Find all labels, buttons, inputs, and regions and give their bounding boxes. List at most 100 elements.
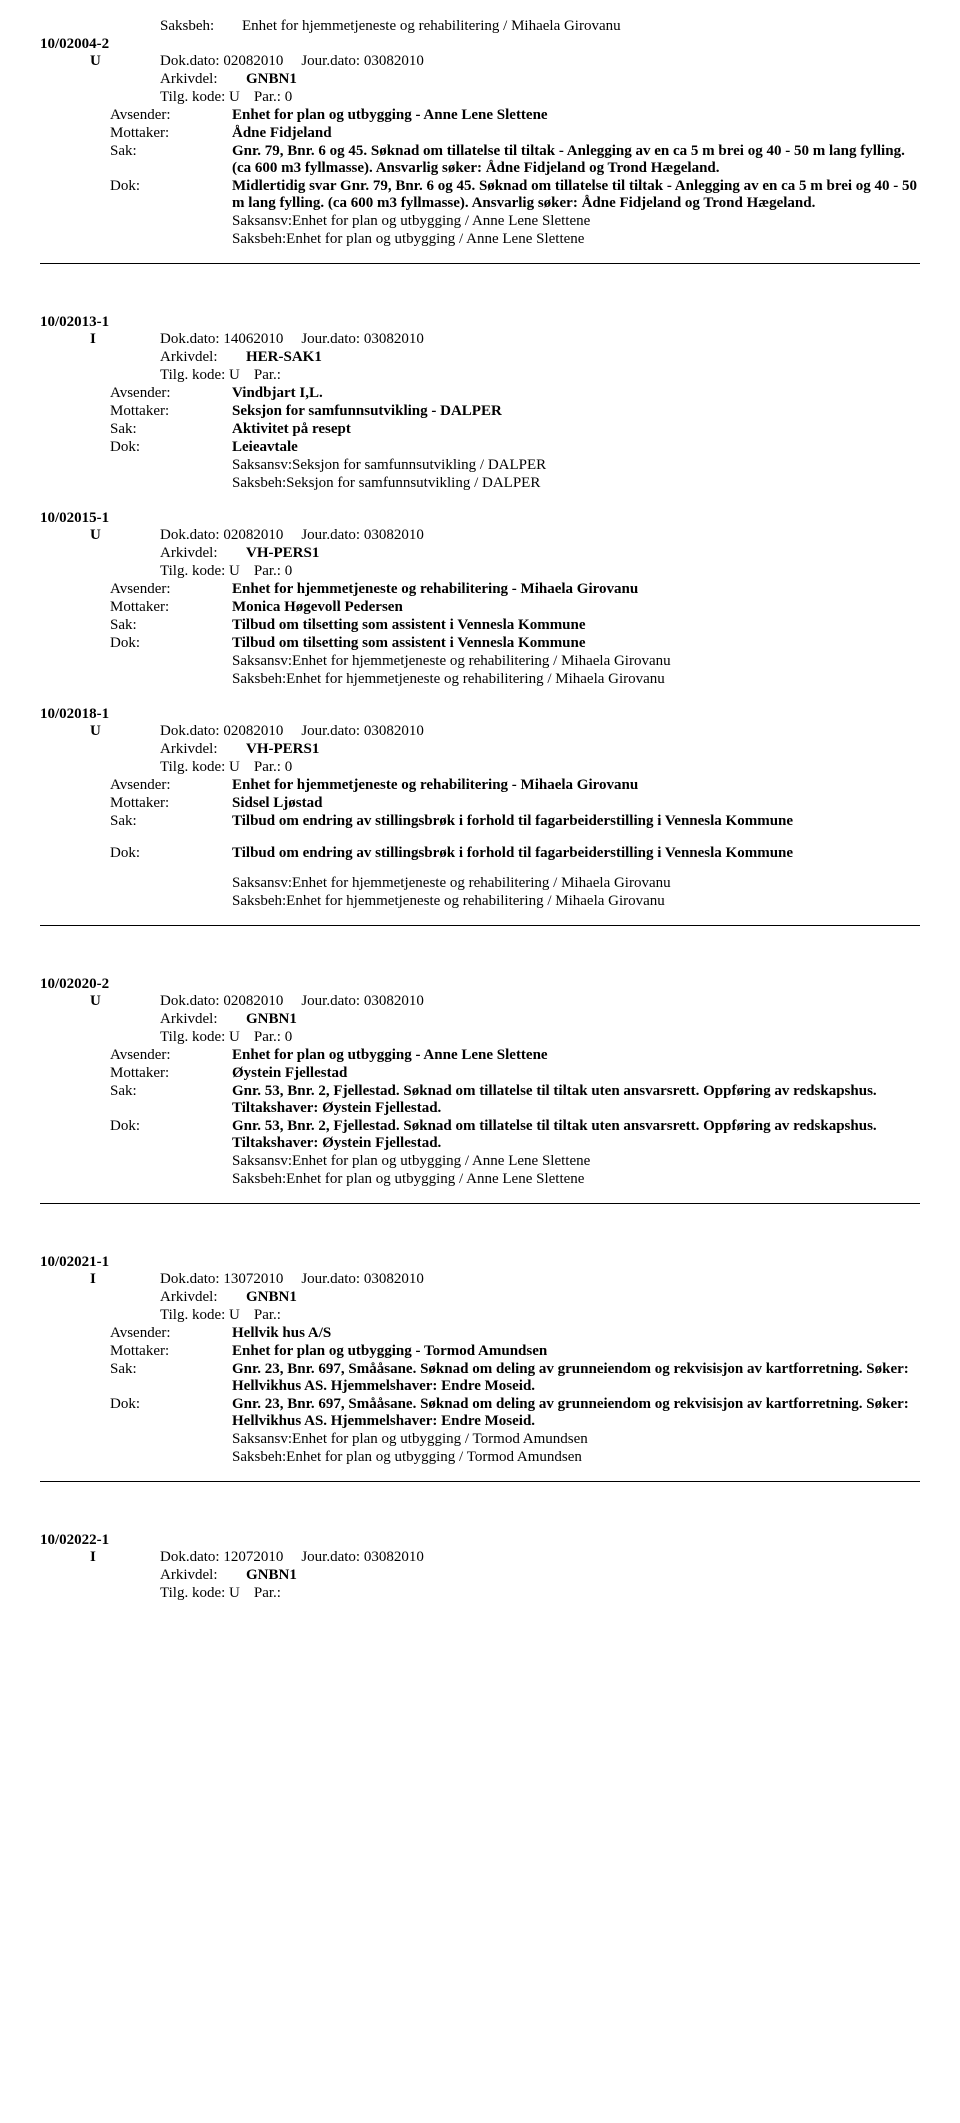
mottaker-label: Mottaker:: [110, 403, 232, 420]
par-label: Par.:: [254, 563, 285, 579]
par-value: 0: [285, 759, 293, 775]
arkivdel-label: Arkivdel:: [160, 1011, 246, 1028]
sak-label: Sak:: [110, 143, 232, 177]
case-id: 10/02022-1: [40, 1532, 920, 1549]
sak-value: Gnr. 23, Bnr. 697, Smååsane. Søknad om d…: [232, 1361, 920, 1395]
saksbeh-value: Enhet for plan og utbygging / Anne Lene …: [286, 1171, 584, 1188]
par-label: Par.:: [254, 1307, 281, 1323]
mottaker-value: Øystein Fjellestad: [232, 1065, 920, 1082]
avsender-value: Enhet for plan og utbygging - Anne Lene …: [232, 107, 920, 124]
jourdato-value: 03082010: [364, 993, 424, 1009]
tilgkode-label: Tilg. kode:: [160, 1585, 229, 1601]
doc-leader: I: [40, 1549, 160, 1566]
case-id: 10/02020-2: [40, 976, 920, 993]
arkivdel-label: Arkivdel:: [160, 1289, 246, 1306]
jourdato-value: 03082010: [364, 527, 424, 543]
jourdato-value: 03082010: [364, 53, 424, 69]
jourdato-value: 03082010: [364, 1271, 424, 1287]
avsender-label: Avsender:: [110, 107, 232, 124]
arkivdel-label: Arkivdel:: [160, 545, 246, 562]
jourdato-value: 03082010: [364, 723, 424, 739]
jourdato-label: Jour.dato:: [301, 1549, 360, 1565]
saksansv-label: Saksansv:: [232, 457, 292, 474]
sak-value: Gnr. 79, Bnr. 6 og 45. Søknad om tillate…: [232, 143, 920, 177]
dok-value: Gnr. 23, Bnr. 697, Smååsane. Søknad om d…: [232, 1396, 920, 1430]
dok-label: Dok:: [110, 635, 232, 652]
dok-value: Tilbud om endring av stillingsbrøk i for…: [232, 845, 920, 862]
dok-label: Dok:: [110, 845, 232, 862]
arkivdel-value: GNBN1: [246, 1567, 297, 1584]
avsender-value: Hellvik hus A/S: [232, 1325, 920, 1342]
tilgkode-value: U: [229, 1029, 240, 1045]
sak-label: Sak:: [110, 421, 232, 438]
mottaker-label: Mottaker:: [110, 1343, 232, 1360]
sak-value: Tilbud om endring av stillingsbrøk i for…: [232, 813, 920, 830]
par-label: Par.:: [254, 367, 281, 383]
avsender-value: Enhet for hjemmetjeneste og rehabiliteri…: [232, 777, 920, 794]
arkivdel-value: GNBN1: [246, 1289, 297, 1306]
saksbeh-label: Saksbeh:: [232, 671, 286, 688]
jourdato-label: Jour.dato:: [301, 527, 360, 543]
saksansv-value: Enhet for hjemmetjeneste og rehabiliteri…: [292, 653, 671, 670]
tilgkode-label: Tilg. kode:: [160, 89, 229, 105]
avsender-label: Avsender:: [110, 385, 232, 402]
tilgkode-value: U: [229, 367, 240, 383]
saksbeh-value: Enhet for hjemmetjeneste og rehabiliteri…: [286, 671, 665, 688]
sak-label: Sak:: [110, 617, 232, 634]
arkivdel-value: HER-SAK1: [246, 349, 322, 366]
par-label: Par.:: [254, 89, 285, 105]
sak-label: Sak:: [110, 1083, 232, 1117]
arkivdel-value: VH-PERS1: [246, 545, 319, 562]
arkivdel-value: GNBN1: [246, 1011, 297, 1028]
par-value: 0: [285, 89, 293, 105]
jourdato-label: Jour.dato:: [301, 331, 360, 347]
doc-leader: I: [40, 331, 160, 348]
avsender-label: Avsender:: [110, 777, 232, 794]
tilgkode-value: U: [229, 89, 240, 105]
saksansv-label: Saksansv:: [232, 1153, 292, 1170]
arkivdel-value: GNBN1: [246, 71, 297, 88]
dokdato-value: 02082010: [223, 53, 283, 69]
dokdato-label: Dok.dato:: [160, 993, 220, 1009]
sak-value: Gnr. 53, Bnr. 2, Fjellestad. Søknad om t…: [232, 1083, 920, 1117]
jourdato-label: Jour.dato:: [301, 723, 360, 739]
saksbeh-label: Saksbeh:: [232, 893, 286, 910]
dok-label: Dok:: [110, 439, 232, 456]
jourdato-label: Jour.dato:: [301, 993, 360, 1009]
avsender-label: Avsender:: [110, 1047, 232, 1064]
avsender-value: Vindbjart I,L.: [232, 385, 920, 402]
saksbeh-value: Enhet for plan og utbygging / Anne Lene …: [286, 231, 584, 248]
tilgkode-value: U: [229, 759, 240, 775]
dok-value: Tilbud om tilsetting som assistent i Ven…: [232, 635, 920, 652]
tilgkode-label: Tilg. kode:: [160, 1307, 229, 1323]
doc-leader: U: [40, 527, 160, 544]
saksbeh-label: Saksbeh:: [232, 475, 286, 492]
sak-value: Aktivitet på resept: [232, 421, 920, 438]
tilgkode-label: Tilg. kode:: [160, 367, 229, 383]
mottaker-value: Ådne Fidjeland: [232, 125, 920, 142]
tilgkode-label: Tilg. kode:: [160, 759, 229, 775]
dokdato-value: 02082010: [223, 527, 283, 543]
sak-value: Tilbud om tilsetting som assistent i Ven…: [232, 617, 920, 634]
saksbeh-value: Seksjon for samfunnsutvikling / DALPER: [286, 475, 540, 492]
tilgkode-label: Tilg. kode:: [160, 1029, 229, 1045]
dok-value: Leieavtale: [232, 439, 920, 456]
avsender-label: Avsender:: [110, 581, 232, 598]
arkivdel-label: Arkivdel:: [160, 1567, 246, 1584]
saksbeh-label: Saksbeh:: [232, 1171, 286, 1188]
mottaker-label: Mottaker:: [110, 125, 232, 142]
dok-value: Midlertidig svar Gnr. 79, Bnr. 6 og 45. …: [232, 178, 920, 212]
case-id: 10/02004-2: [40, 36, 920, 53]
saksbeh-label: Saksbeh:: [232, 231, 286, 248]
tilgkode-value: U: [229, 1307, 240, 1323]
saksbeh-label: Saksbeh:: [232, 1449, 286, 1466]
case-id: 10/02021-1: [40, 1254, 920, 1271]
mottaker-value: Enhet for plan og utbygging - Tormod Amu…: [232, 1343, 920, 1360]
saksbeh-value: Enhet for hjemmetjeneste og rehabiliteri…: [286, 893, 665, 910]
saksansv-value: Seksjon for samfunnsutvikling / DALPER: [292, 457, 546, 474]
saksansv-value: Enhet for plan og utbygging / Tormod Amu…: [292, 1431, 588, 1448]
doc-leader: I: [40, 1271, 160, 1288]
dok-value: Gnr. 53, Bnr. 2, Fjellestad. Søknad om t…: [232, 1118, 920, 1152]
saksbeh-top-value: Enhet for hjemmetjeneste og rehabiliteri…: [242, 18, 920, 35]
case-id: 10/02013-1: [40, 314, 920, 331]
